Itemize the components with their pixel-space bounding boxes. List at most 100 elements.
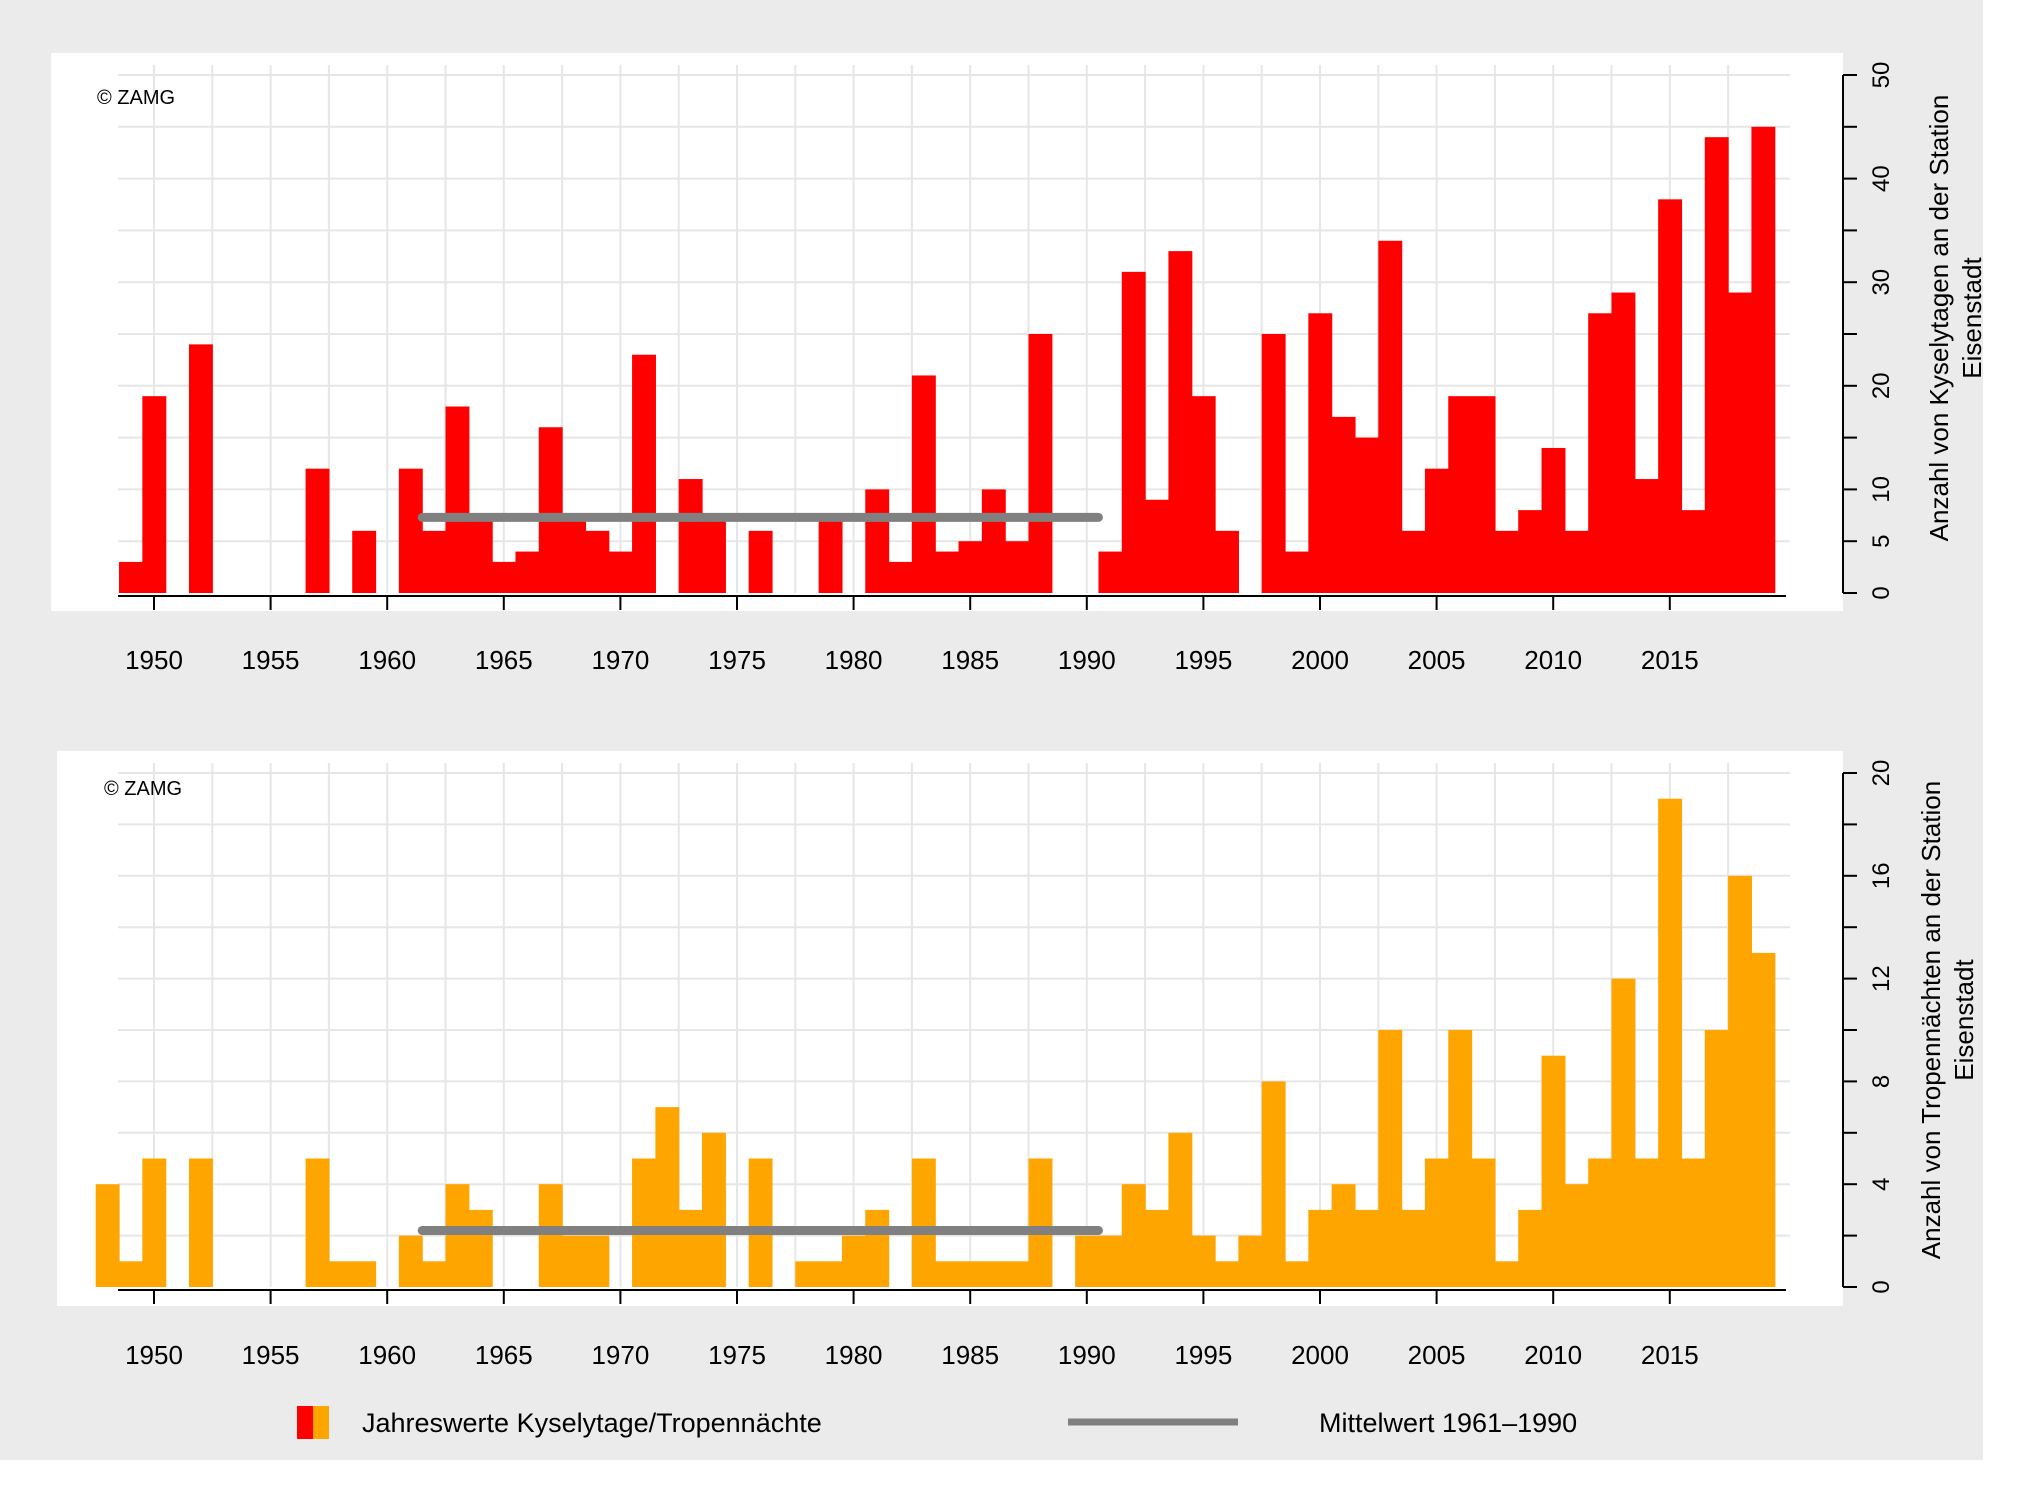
bar-1982: [888, 561, 913, 593]
x-tick-label: 2010: [1524, 1340, 1582, 1370]
bar-1963: [445, 406, 470, 593]
bar-2000: [1308, 1209, 1333, 1287]
y-tick-label: 0: [1868, 1280, 1895, 1293]
bar-1962: [422, 530, 447, 593]
x-tick-label: 2000: [1291, 1340, 1349, 1370]
top-x-axis: 1950 1955 1960 1965 1970 1975 1980 1985 1990 1995…: [118, 595, 1786, 675]
y-tick-label: 5: [1868, 535, 1895, 548]
x-tick-label: 1950: [125, 1340, 183, 1370]
bar-1974: [702, 1132, 726, 1287]
legend-swatch-orange: [313, 1406, 329, 1439]
x-tick-label: 2015: [1641, 645, 1699, 675]
top-copyright: © ZAMG: [97, 87, 175, 109]
bar-2014: [1634, 1158, 1659, 1287]
bar-1969: [585, 1235, 610, 1287]
bar-1967: [538, 427, 563, 593]
y-tick-label: 4: [1868, 1178, 1895, 1191]
bar-1987: [1005, 541, 1030, 593]
bar-1974: [702, 520, 726, 593]
bar-2006: [1448, 396, 1473, 593]
bar-1983: [911, 1158, 936, 1287]
bar-1976: [748, 530, 773, 593]
bar-2011: [1564, 1184, 1589, 1287]
bar-1948: [95, 1184, 120, 1287]
x-tick-label: 1975: [708, 1340, 766, 1370]
x-tick-label: 2015: [1641, 1340, 1699, 1370]
bottom-ylabel-line1: Anzahl von Tropennächten an der Station: [1916, 781, 1946, 1259]
bar-1952: [188, 344, 213, 593]
x-tick-label: 1990: [1058, 1340, 1116, 1370]
bar-2002: [1354, 1209, 1379, 1287]
bar-2010: [1541, 1055, 1566, 1287]
chart-tropennaechte: 1950 1955 1960 1965 1970 1975 1980 1985 1990 1995…: [57, 751, 1979, 1370]
bar-1985: [958, 541, 983, 593]
y-tick-label: 20: [1868, 372, 1895, 399]
bar-1981: [865, 489, 890, 593]
x-tick-label: 1995: [1174, 645, 1232, 675]
x-tick-label: 2000: [1291, 645, 1349, 675]
y-tick-label: 40: [1868, 165, 1895, 192]
top-ylabel-line1: Anzahl von Kyselytagen an der Station: [1924, 95, 1954, 542]
bar-2010: [1541, 447, 1566, 593]
bar-1978: [795, 1261, 820, 1287]
bar-1961: [398, 1235, 423, 1287]
y-tick-label: 8: [1868, 1075, 1895, 1088]
bar-1950: [142, 1158, 167, 1287]
bar-2014: [1634, 479, 1659, 593]
x-tick-label: 1980: [825, 1340, 883, 1370]
bar-1952: [188, 1158, 213, 1287]
bar-1979: [818, 520, 843, 593]
x-tick-label: 1970: [591, 645, 649, 675]
chart-kyselytage: 1950 1955 1960 1965 1970 1975 1980 1985 1990 1995…: [51, 53, 1987, 675]
bar-1984: [935, 551, 960, 593]
bar-1950: [142, 396, 167, 593]
x-tick-label: 1985: [941, 645, 999, 675]
bar-1999: [1285, 1261, 1309, 1287]
bar-1986: [981, 489, 1006, 593]
bar-1983: [911, 375, 936, 593]
y-tick-label: 30: [1868, 269, 1895, 296]
x-tick-label: 1990: [1058, 645, 1116, 675]
bar-2015: [1658, 199, 1683, 593]
bar-1969: [585, 530, 610, 593]
y-tick-label: 16: [1868, 862, 1895, 889]
bar-1949: [119, 561, 143, 593]
bottom-y-axis: 0 4 8 12 16 20: [1842, 760, 1895, 1294]
bar-2004: [1401, 1209, 1426, 1287]
bar-1994: [1168, 251, 1193, 593]
bar-2001: [1331, 416, 1356, 593]
bar-1992: [1121, 1184, 1146, 1287]
bar-2008: [1494, 530, 1519, 593]
bar-1995: [1191, 396, 1216, 593]
top-bars: [119, 126, 1776, 594]
bar-2007: [1471, 396, 1496, 593]
x-tick-label: 1975: [708, 645, 766, 675]
y-tick-label: 12: [1868, 965, 1895, 992]
bar-1997: [1238, 1235, 1263, 1287]
x-tick-label: 2005: [1408, 645, 1466, 675]
bar-1965: [492, 561, 517, 593]
bottom-ylabel-line2: Eisenstadt: [1949, 959, 1979, 1081]
bar-1959: [352, 1261, 377, 1287]
bar-1994: [1168, 1132, 1193, 1287]
bar-1990: [1075, 1235, 1100, 1287]
x-tick-label: 2005: [1408, 1340, 1466, 1370]
bar-1957: [305, 468, 330, 593]
bar-1968: [562, 520, 587, 593]
bar-1991: [1098, 551, 1123, 593]
legend-swatch-red: [297, 1406, 313, 1439]
bar-1961: [398, 468, 423, 593]
bar-2000: [1308, 313, 1333, 593]
bar-2017: [1704, 1030, 1729, 1287]
bar-1966: [515, 551, 540, 593]
y-tick-label: 20: [1868, 760, 1895, 787]
x-tick-label: 1955: [242, 645, 300, 675]
x-tick-label: 2010: [1524, 645, 1582, 675]
bar-2019: [1751, 126, 1776, 594]
bar-1962: [422, 1261, 447, 1287]
bar-2016: [1681, 1158, 1706, 1287]
bar-1976: [748, 1158, 773, 1287]
bar-2004: [1401, 530, 1426, 593]
y-tick-label: 10: [1868, 476, 1895, 503]
